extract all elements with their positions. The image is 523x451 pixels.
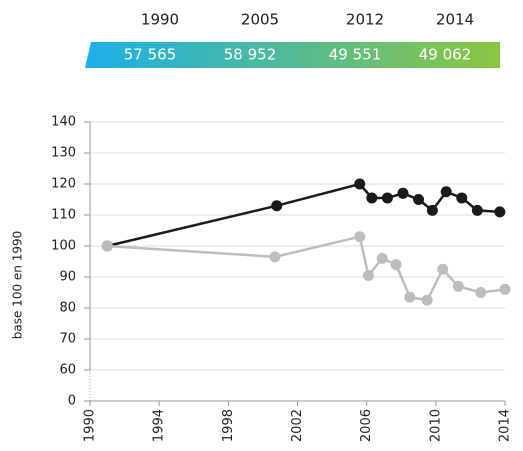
- x-tick-label: 1990: [83, 409, 98, 442]
- y-tick-label: 120: [51, 177, 76, 192]
- data-point: [376, 252, 388, 264]
- data-point: [354, 178, 366, 190]
- data-point: [354, 231, 366, 243]
- data-point: [437, 263, 449, 275]
- x-tick-label: 1994: [152, 409, 167, 442]
- data-point: [456, 192, 468, 204]
- header-value: 58 952: [224, 46, 277, 64]
- y-tick-label: 130: [51, 146, 76, 161]
- x-tick-label: 2014: [498, 409, 513, 442]
- header-year: 2012: [346, 11, 384, 29]
- data-point: [499, 283, 511, 295]
- data-point: [404, 291, 416, 303]
- y-tick-label: 60: [59, 363, 76, 378]
- y-tick-label: 70: [59, 332, 76, 347]
- x-tick-label: 2010: [428, 409, 443, 442]
- y-tick-label: 110: [51, 208, 76, 223]
- y-axis-label: base 100 en 1990: [11, 231, 25, 339]
- header-value: 49 551: [329, 46, 382, 64]
- x-tick-label: 2002: [290, 409, 305, 442]
- data-point: [421, 294, 433, 306]
- data-point: [397, 187, 409, 199]
- data-point: [366, 192, 378, 204]
- data-point: [101, 240, 113, 252]
- data-point: [381, 192, 393, 204]
- header-year: 2014: [436, 11, 474, 29]
- x-tick-label: 1998: [221, 409, 236, 442]
- y-tick-label: 0: [68, 394, 76, 409]
- data-point: [426, 204, 438, 216]
- header-bar: [85, 42, 500, 68]
- data-point: [452, 280, 464, 292]
- data-point: [494, 206, 506, 218]
- y-tick-label: 100: [51, 239, 76, 254]
- data-point: [413, 194, 425, 205]
- header-value: 57 565: [124, 46, 177, 64]
- data-point: [475, 287, 487, 298]
- header-year: 1990: [141, 11, 179, 29]
- data-point: [471, 204, 483, 216]
- x-tick-label: 2006: [359, 409, 374, 442]
- data-point: [390, 259, 402, 271]
- y-tick-label: 140: [51, 115, 76, 130]
- y-tick-label: 80: [59, 301, 76, 316]
- data-point: [269, 251, 281, 263]
- data-point: [440, 186, 452, 198]
- data-point: [271, 200, 283, 212]
- header-year: 2005: [241, 11, 279, 29]
- header-value: 49 062: [419, 46, 472, 64]
- data-point: [362, 269, 374, 281]
- y-tick-label: 90: [59, 270, 76, 285]
